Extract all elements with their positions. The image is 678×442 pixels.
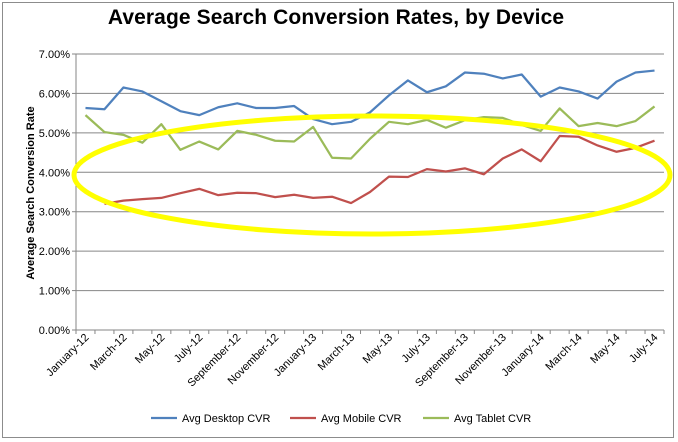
legend-label: Avg Mobile CVR [321,413,402,425]
y-tick-label: 1.00% [39,286,70,298]
x-tick-label: March-12 [88,332,129,373]
y-tick-label: 0.00% [39,325,70,337]
x-tick-label: March-13 [316,332,357,373]
chart-title: Average Search Conversion Rates, by Devi… [107,6,565,29]
series-lines [84,69,656,205]
x-tick-label: May-14 [588,332,622,366]
x-tick-label: July-12 [172,332,206,366]
legend-label: Avg Tablet CVR [454,413,531,425]
axes [75,54,664,331]
x-tick-label: July-14 [627,332,661,366]
y-tick-label: 3.00% [39,207,70,219]
legend: Avg Desktop CVR Avg Mobile CVR Avg Tablet … [151,413,531,425]
y-tick-label: 2.00% [39,246,70,258]
gridlines [76,53,664,292]
series-line-avg-mobile-cvr [104,134,655,205]
y-tick-label: 6.00% [39,88,70,100]
x-tick-label: January-12 [44,332,91,379]
highlight-ellipse [71,113,673,237]
x-tick-label: July-13 [399,332,433,366]
y-axis-ticks: 0.00% 1.00% 2.00% 3.00% 4.00% 5.00% 6.00% 7.00% [39,49,76,337]
x-tick-label: May-12 [133,332,167,366]
x-tick-label: March-14 [543,332,584,373]
series-line-avg-tablet-cvr [84,105,656,160]
y-tick-label: 4.00% [39,167,70,179]
y-tick-label: 5.00% [39,128,70,140]
y-tick-label: 7.00% [39,49,70,61]
y-axis-label: Average Search Conversion Rate [25,106,37,279]
x-tick-label: May-13 [361,332,395,366]
series-line-avg-desktop-cvr [85,69,655,126]
legend-label: Avg Desktop CVR [182,413,271,425]
